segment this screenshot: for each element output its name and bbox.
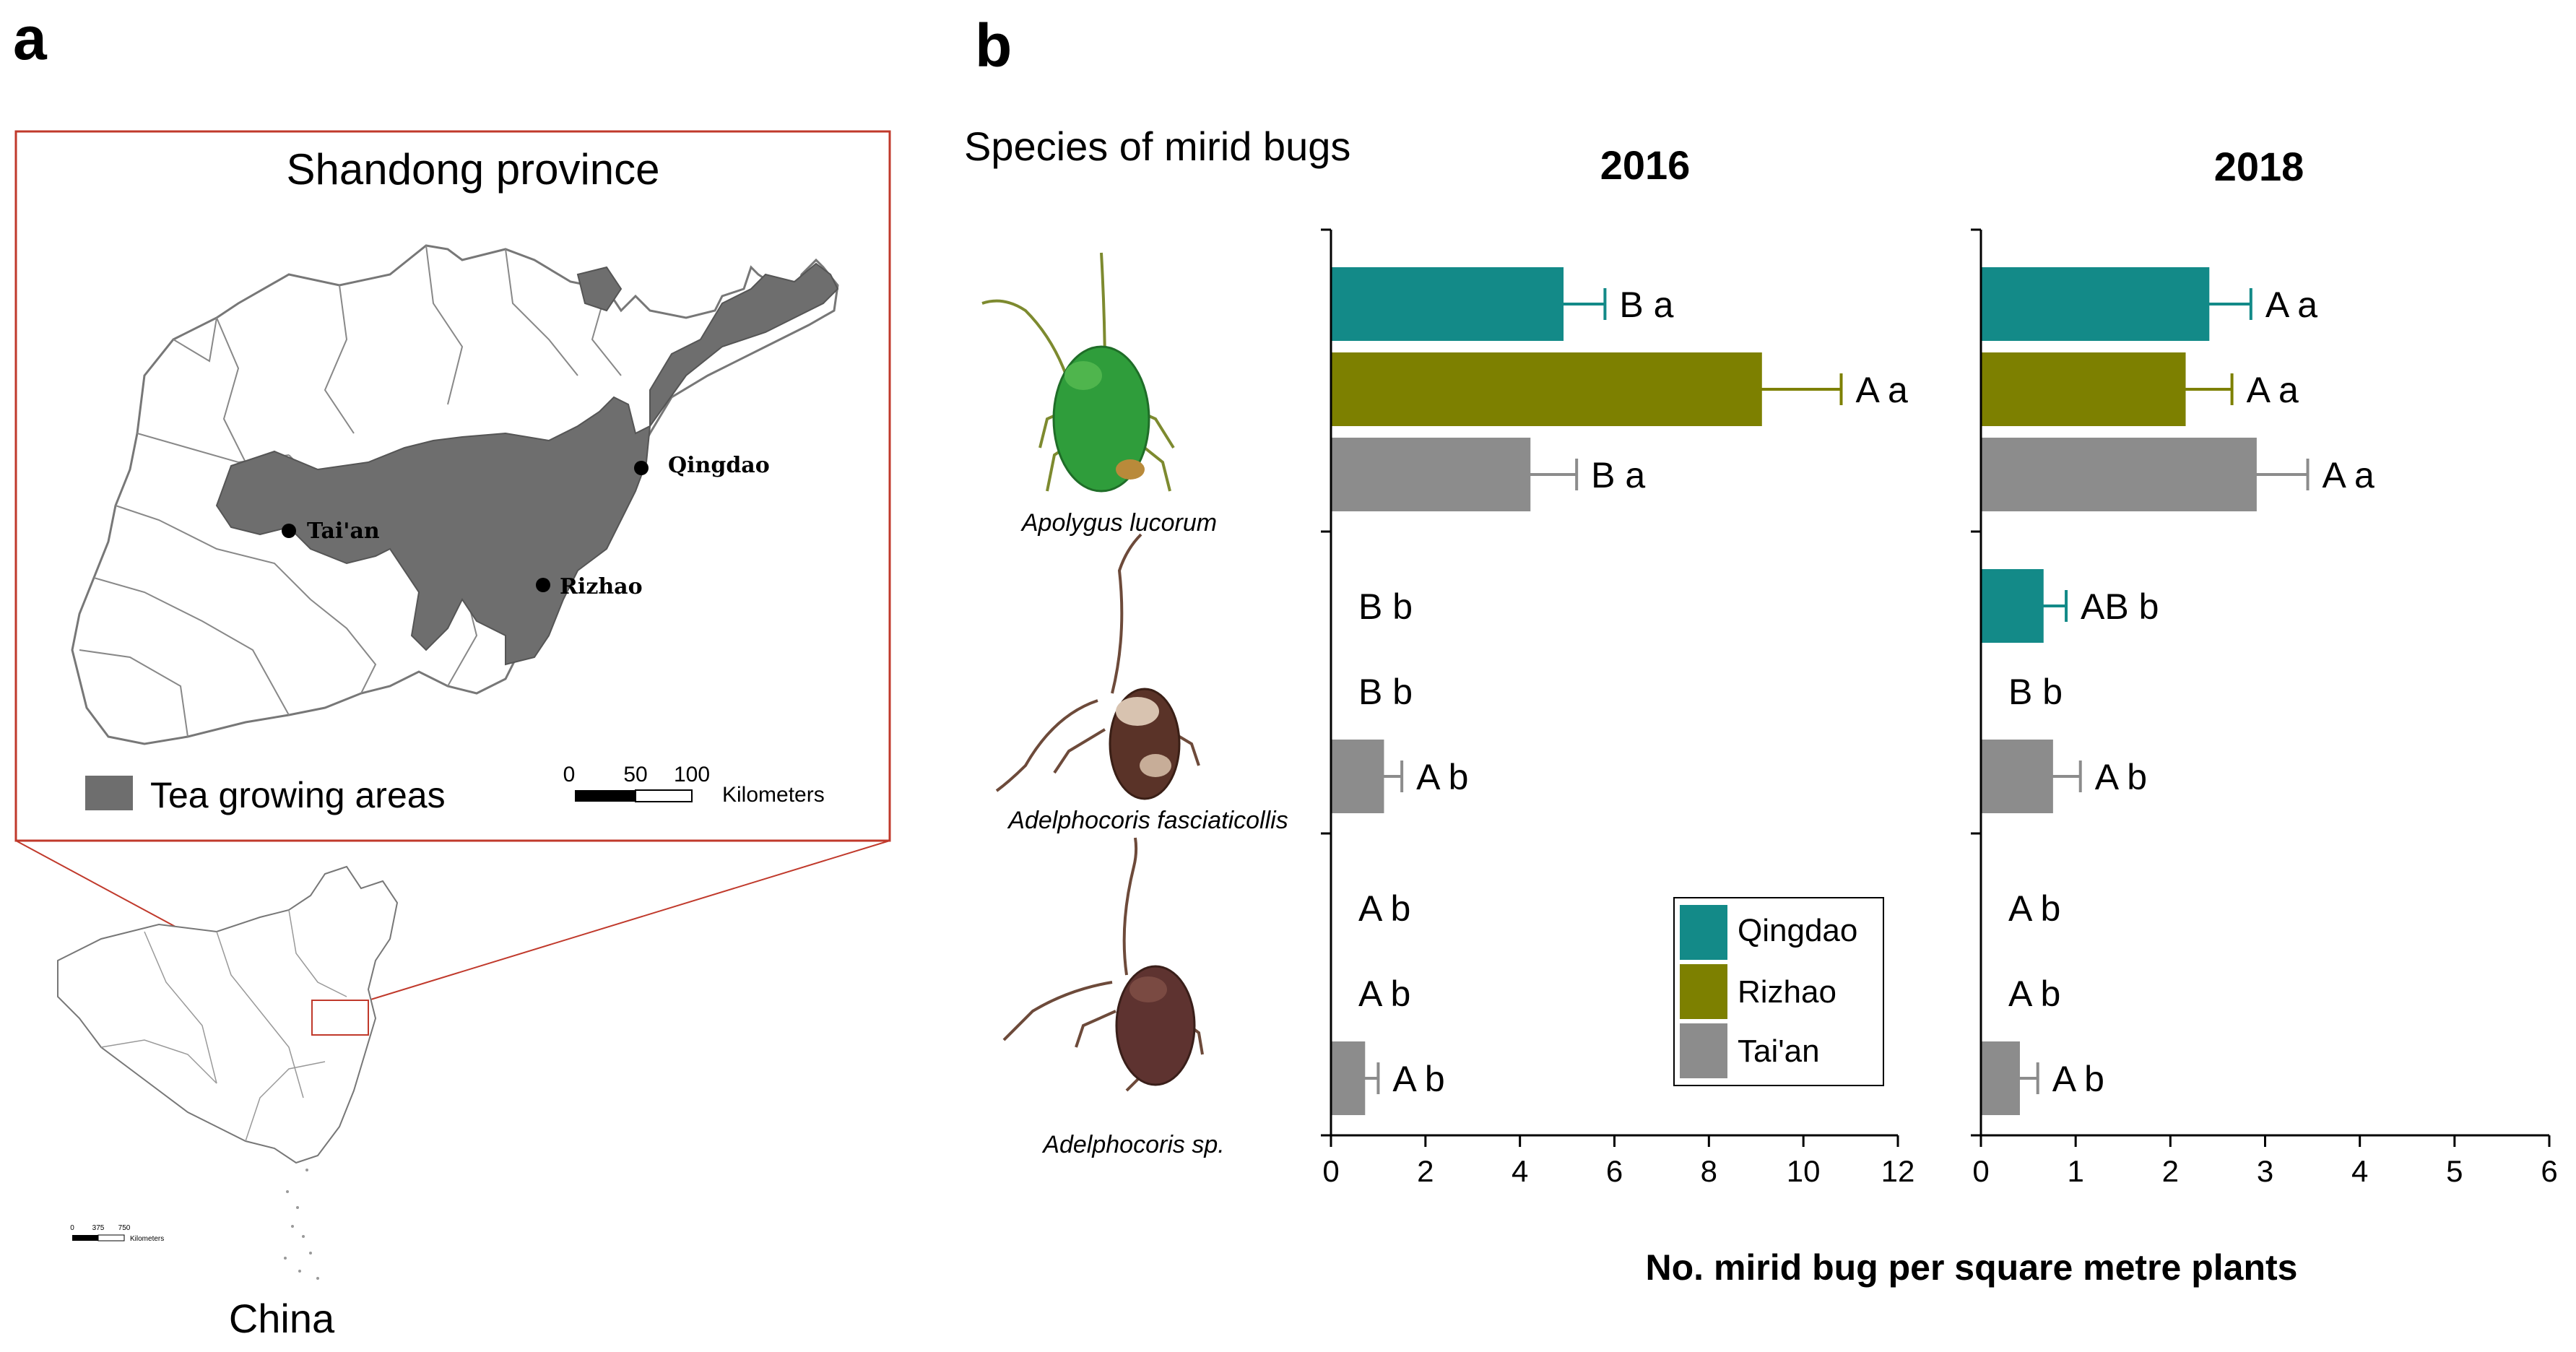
- map-title: Shandong province: [286, 145, 659, 194]
- sig-label-2018-adelphocoris-sp-rizhao: A b: [2008, 974, 2060, 1014]
- year-label-2016: 2016: [1600, 142, 1691, 188]
- legend-swatch-rizhao: [1680, 964, 1727, 1019]
- bar-2016-adelphocoris-sp-taian: [1332, 1041, 1366, 1115]
- sig-label-2018-fasciaticollis-rizhao: B b: [2008, 672, 2063, 712]
- tea-growing-regions: [215, 262, 839, 666]
- x-tick-label-2018-4: 4: [2351, 1154, 2368, 1188]
- sig-label-2016-fasciaticollis-taian: A b: [1416, 757, 1468, 797]
- x-axis-title: No. mirid bug per square metre plants: [1646, 1247, 2298, 1288]
- rizhao-marker: [536, 578, 550, 592]
- scale-tick-0: 0: [563, 763, 576, 786]
- scale-tick-100: 100: [674, 763, 710, 786]
- sig-label-2016-apolygus-rizhao: A a: [1856, 370, 1908, 410]
- scale-tick-50: 50: [623, 763, 647, 786]
- species-label-adelphocoris-sp: Adelphocoris sp.: [1041, 1131, 1224, 1158]
- sig-label-2016-fasciaticollis-rizhao: B b: [1358, 672, 1413, 712]
- city-markers: Qingdao Tai'an Rizhao: [282, 453, 770, 599]
- sig-label-2018-apolygus-qingdao: A a: [2265, 285, 2317, 325]
- qingdao-label: Qingdao: [668, 453, 770, 478]
- tea-legend-swatch: [85, 776, 133, 810]
- chart-legend: Qingdao Rizhao Tai'an: [1673, 897, 1884, 1086]
- bar-2016-fasciaticollis-taian: [1332, 740, 1384, 813]
- china-province-lines: [100, 909, 347, 1142]
- zoom-line-right: [368, 840, 890, 1001]
- species-label-apolygus: Apolygus lucorum: [1020, 509, 1217, 537]
- chart-panel-2018: 0 1 2 3 4 5 6 A a A a A a AB b B b A b A b A b A b: [1971, 228, 2558, 1188]
- sig-label-2016-apolygus-qingdao: B a: [1619, 285, 1673, 325]
- inset-scale-tick-750: 750: [118, 1224, 131, 1232]
- legend-label-taian: Tai'an: [1738, 1034, 1820, 1069]
- year-label-2018: 2018: [2214, 144, 2304, 189]
- sig-label-2018-adelphocoris-sp-taian: A b: [2052, 1059, 2104, 1099]
- panel-label-b: b: [975, 12, 1012, 79]
- bar-2018-apolygus-rizhao: [1982, 352, 2186, 426]
- x-tick-label-2018-6: 6: [2541, 1154, 2557, 1188]
- rizhao-label: Rizhao: [560, 574, 643, 599]
- china-outline: [57, 865, 399, 1164]
- sig-label-2016-adelphocoris-sp-taian: A b: [1392, 1059, 1444, 1099]
- species-label-fasciaticollis: Adelphocoris fasciaticollis: [1007, 807, 1288, 834]
- sig-label-2018-fasciaticollis-qingdao: AB b: [2081, 586, 2159, 627]
- taian-marker: [282, 524, 296, 538]
- bar-2016-apolygus-rizhao: [1332, 352, 1762, 426]
- sig-label-2016-apolygus-taian: B a: [1591, 455, 1645, 495]
- bar-2018-fasciaticollis-qingdao: [1982, 569, 2044, 643]
- x-tick-label-2018-3: 3: [2257, 1154, 2273, 1188]
- inset-scale-unit: Kilometers: [130, 1235, 164, 1243]
- map-scale-bar: 0 50 100 Kilometers: [563, 763, 825, 807]
- bar-2018-fasciaticollis-taian: [1982, 740, 2053, 813]
- chart-panel-2016: 0 2 4 6 8 10 12 B a A a B a B b B b A b A b A b A b: [1321, 228, 1915, 1188]
- x-tick-label-2018-2: 2: [2162, 1154, 2179, 1188]
- sig-label-2016-fasciaticollis-qingdao: B b: [1358, 586, 1413, 627]
- scale-segment-white: [635, 789, 693, 802]
- legend-swatch-qingdao: [1680, 905, 1727, 960]
- bar-2018-apolygus-qingdao: [1982, 267, 2210, 341]
- adelphocoris-fasciaticollis-illustration: [995, 533, 1200, 800]
- inset-scale-bar: 0 375 750 Kilometers: [70, 1224, 164, 1243]
- sig-label-2016-adelphocoris-sp-qingdao: A b: [1358, 888, 1410, 929]
- x-tick-label-2016-2: 2: [1417, 1154, 1434, 1188]
- scale-unit: Kilometers: [722, 783, 825, 807]
- sig-label-2016-adelphocoris-sp-rizhao: A b: [1358, 974, 1410, 1014]
- x-tick-label-2016-4: 4: [1512, 1154, 1528, 1188]
- sig-label-2018-fasciaticollis-taian: A b: [2095, 757, 2147, 797]
- legend-swatch-taian: [1680, 1023, 1727, 1078]
- inset-scale-tick-0: 0: [70, 1224, 74, 1232]
- x-tick-label-2016-0: 0: [1322, 1154, 1339, 1188]
- x-tick-label-2018-5: 5: [2446, 1154, 2463, 1188]
- tea-legend-label: Tea growing areas: [150, 775, 446, 815]
- bar-2018-adelphocoris-sp-taian: [1982, 1041, 2020, 1115]
- shandong-map-panel: Shandong province Qin: [14, 130, 891, 842]
- qingdao-marker: [634, 461, 649, 475]
- south-sea-islands: [284, 1169, 319, 1280]
- legend-label-qingdao: Qingdao: [1738, 913, 1857, 948]
- sig-label-2018-apolygus-rizhao: A a: [2247, 370, 2299, 410]
- x-tick-label-2018-1: 1: [2067, 1154, 2083, 1188]
- x-tick-label-2016-10: 10: [1787, 1154, 1821, 1188]
- bar-2016-apolygus-taian: [1332, 438, 1531, 511]
- x-tick-label-2016-8: 8: [1701, 1154, 1717, 1188]
- inset-scale-tick-375: 375: [92, 1224, 105, 1232]
- x-tick-label-2016-12: 12: [1881, 1154, 1915, 1188]
- taian-label: Tai'an: [307, 519, 380, 544]
- sig-label-2018-adelphocoris-sp-qingdao: A b: [2008, 888, 2060, 929]
- adelphocoris-sp-illustration: [1002, 837, 1204, 1092]
- species-header: Species of mirid bugs: [964, 124, 1350, 169]
- x-tick-label-2016-6: 6: [1606, 1154, 1623, 1188]
- china-map-inset: 0 375 750 Kilometers China: [57, 865, 399, 1341]
- apolygus-lucorum-illustration: [981, 252, 1175, 493]
- shandong-highlight: [311, 1000, 369, 1036]
- sig-label-2018-apolygus-taian: A a: [2323, 455, 2375, 495]
- bar-2018-apolygus-taian: [1982, 438, 2257, 511]
- scale-segment-black: [575, 790, 636, 802]
- bar-2016-apolygus-qingdao: [1332, 267, 1564, 341]
- x-tick-label-2018-0: 0: [1972, 1154, 1989, 1188]
- china-label: China: [229, 1296, 335, 1341]
- panel-label-a: a: [13, 4, 48, 72]
- legend-label-rizhao: Rizhao: [1738, 974, 1836, 1010]
